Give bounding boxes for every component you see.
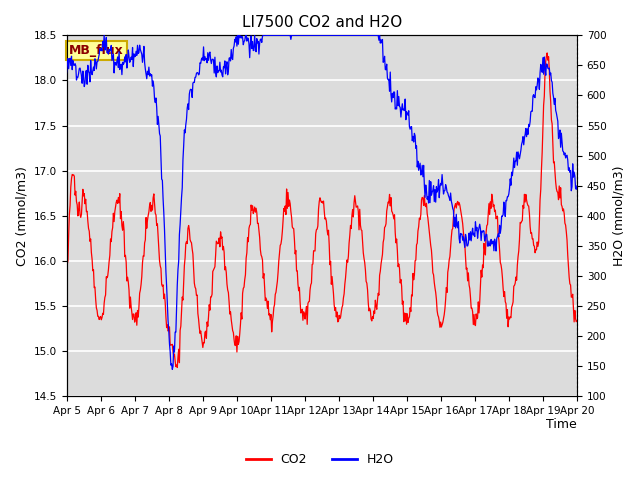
Y-axis label: CO2 (mmol/m3): CO2 (mmol/m3) [15,166,28,266]
Text: MB_flux: MB_flux [69,44,124,57]
Y-axis label: H2O (mmol/m3): H2O (mmol/m3) [612,166,625,266]
Legend: CO2, H2O: CO2, H2O [241,448,399,471]
Title: LI7500 CO2 and H2O: LI7500 CO2 and H2O [242,15,402,30]
X-axis label: Time: Time [547,418,577,431]
